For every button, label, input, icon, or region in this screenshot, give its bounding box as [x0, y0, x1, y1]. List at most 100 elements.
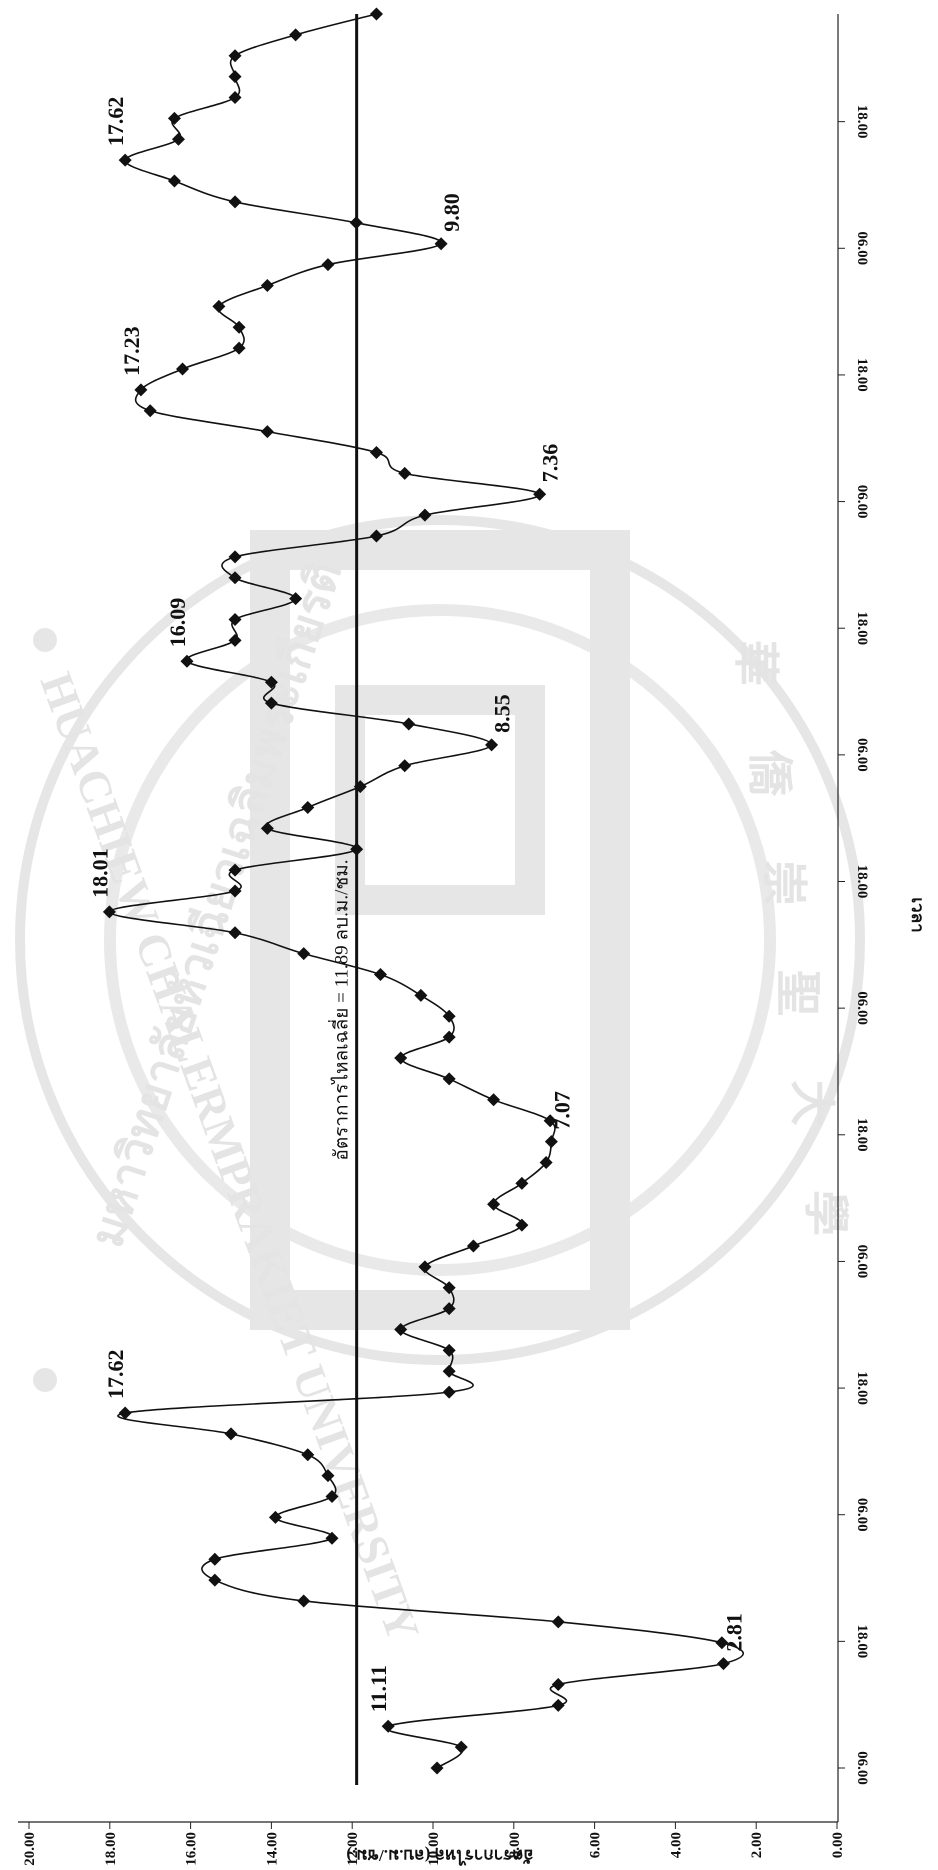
data-point-marker [487, 1197, 501, 1211]
data-point-marker [402, 717, 416, 731]
value-tick-label: 18.00 [103, 1832, 119, 1866]
data-point-marker [442, 1385, 456, 1399]
time-tick-label: 06.00 [854, 1498, 870, 1532]
data-point-marker [321, 258, 335, 272]
data-point-marker [228, 633, 242, 647]
data-point-marker [228, 571, 242, 585]
data-point-marker [551, 1677, 565, 1691]
data-point-marker [167, 111, 181, 125]
data-point-marker [544, 1135, 558, 1149]
data-point-marker [369, 529, 383, 543]
value-tick-label: 0.00 [830, 1832, 846, 1858]
data-value-label: 9.80 [439, 193, 464, 232]
time-tick-label: 06.00 [854, 485, 870, 519]
data-point-marker [353, 780, 367, 794]
data-point-marker [442, 1072, 456, 1086]
data-point-marker [533, 487, 547, 501]
seal-inner-ring [104, 604, 776, 1276]
data-point-marker [212, 299, 226, 313]
data-point-marker [301, 1448, 315, 1462]
time-tick-label: 18.00 [854, 865, 870, 899]
data-point-marker [167, 174, 181, 188]
data-point-marker [180, 654, 194, 668]
data-point-marker [228, 613, 242, 627]
data-value-label: 16.09 [165, 598, 190, 648]
data-point-marker [224, 1427, 238, 1441]
data-value-label: 17.23 [119, 326, 144, 376]
data-point-marker [398, 759, 412, 773]
data-point-marker [228, 884, 242, 898]
data-point-marker [325, 1490, 339, 1504]
data-point-marker [430, 1761, 444, 1775]
seal-dot [33, 1368, 57, 1392]
chart-axes: 0.00 2.00 4.00 6.00 8.00 10.00 12.00 14.00 16.00… [18, 14, 927, 1866]
data-point-marker [228, 91, 242, 105]
data-value-label: 8.55 [490, 694, 515, 733]
data-value-label: 17.62 [103, 1350, 128, 1400]
watermark-chinese-char: 學 [800, 1190, 851, 1236]
data-point-marker [260, 425, 274, 439]
time-axis-title: เวลา [908, 897, 927, 932]
data-point-marker [369, 446, 383, 459]
data-point-marker [325, 1531, 339, 1545]
data-point-marker [442, 1030, 456, 1044]
data-point-marker [228, 195, 242, 209]
data-point-marker [350, 842, 364, 856]
data-point-marker [349, 216, 363, 230]
data-point-marker [228, 550, 242, 564]
data-point-marker [289, 28, 303, 42]
data-value-label: 11.11 [366, 1665, 391, 1712]
data-point-marker [539, 1155, 553, 1169]
value-tick-label: 4.00 [668, 1832, 684, 1858]
data-point-marker [264, 675, 278, 689]
data-point-marker [394, 1323, 408, 1336]
data-point-marker [118, 153, 132, 167]
watermark-chinese-char: 聖 [772, 970, 823, 1016]
time-tick-label: 06.00 [854, 1245, 870, 1279]
data-point-marker [442, 1281, 456, 1295]
flow-series [102, 7, 745, 1775]
flow-series-line [108, 13, 745, 1769]
data-point-marker [485, 738, 499, 752]
data-point-marker [208, 1573, 222, 1587]
time-tick-label: 18.00 [854, 611, 870, 645]
data-point-marker [373, 968, 387, 982]
data-point-marker [102, 905, 116, 919]
data-point-marker [442, 1302, 456, 1316]
data-point-marker [381, 1719, 395, 1733]
time-tick-label: 18.00 [854, 105, 870, 139]
value-tick-label: 12.00 [345, 1832, 361, 1866]
value-tick-label: 10.00 [426, 1832, 442, 1866]
data-point-marker [208, 1552, 222, 1566]
data-point-marker [487, 1093, 501, 1107]
data-point-marker [551, 1698, 565, 1712]
university-seal-watermark: มหาวิทยาลัยหัวเฉียวเฉลิมพระเกียรติHUACHI… [15, 515, 865, 1647]
value-axis-title: อัตราการไหล (ลบ.ม./ชม.) [346, 1846, 533, 1866]
average-line-group: อัตราการไหลเฉลี่ย = 11.89 ลบ.ม./ชม. [328, 14, 359, 1785]
data-point-marker [551, 1615, 565, 1629]
data-point-marker [515, 1218, 529, 1232]
value-tick-label: 8.00 [507, 1832, 523, 1858]
data-point-marker [321, 1469, 335, 1483]
data-point-marker [228, 49, 242, 63]
data-point-marker [297, 1594, 311, 1608]
data-point-marker [118, 1406, 132, 1420]
data-point-marker [434, 237, 448, 251]
data-point-marker [134, 383, 148, 397]
data-point-marker [543, 1114, 557, 1128]
data-point-marker [297, 947, 311, 961]
value-tick-label: 6.00 [588, 1832, 604, 1858]
data-point-marker [442, 1343, 456, 1357]
watermark-chinese-char: 崇 [758, 860, 809, 906]
data-point-marker [418, 1260, 432, 1274]
data-point-marker [143, 404, 157, 418]
data-point-marker [232, 341, 246, 355]
data-point-marker [176, 362, 190, 376]
data-value-label: 18.01 [87, 848, 112, 898]
data-value-label: 7.36 [538, 444, 563, 483]
seal-outer-ring [15, 515, 865, 1365]
data-point-marker [228, 926, 242, 940]
seal-emblem [250, 530, 630, 1330]
